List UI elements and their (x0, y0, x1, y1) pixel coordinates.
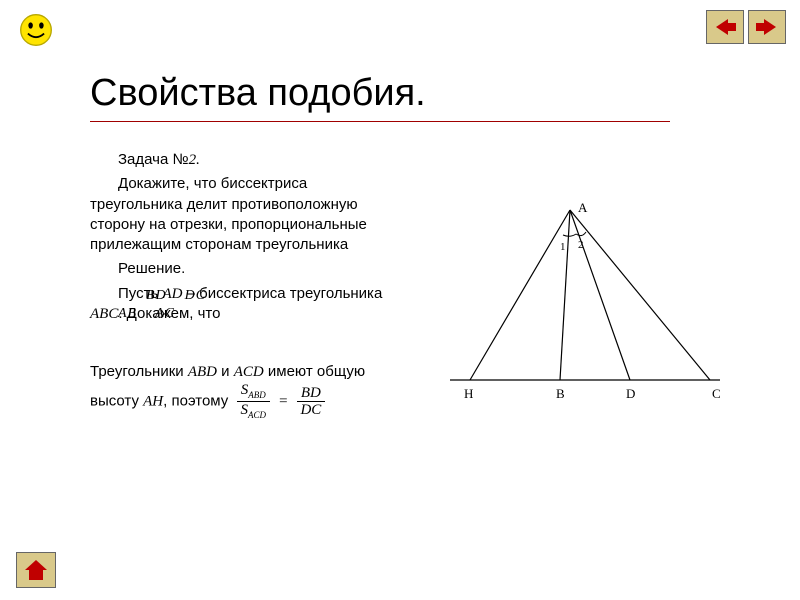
angle-1-label: 1 (560, 241, 566, 253)
title-underline (90, 121, 670, 122)
prev-button[interactable] (706, 10, 744, 44)
arrow-right-icon (756, 17, 778, 37)
bd-dc-fraction: BD DC (296, 385, 325, 419)
home-button[interactable] (16, 552, 56, 588)
point-D-label: D (626, 386, 635, 401)
s-fraction: SABD SACD (236, 382, 270, 421)
solution-line-overlap: Пусть AD – биссектриса треугольника ABC.… (90, 284, 390, 325)
arrow-left-icon (714, 17, 736, 37)
solution-label: Решение. (90, 259, 390, 279)
angle-2-label: 2 (578, 239, 584, 251)
overlap-formula: BD DCAB AC (118, 287, 206, 325)
point-C-label: C (712, 386, 721, 401)
smiley-icon (18, 12, 54, 48)
next-button[interactable] (748, 10, 786, 44)
point-B-label: B (556, 386, 565, 401)
equals-sign: = (278, 394, 288, 410)
nav-buttons (706, 10, 786, 44)
point-H-label: H (464, 386, 473, 401)
problem-label: Задача №2. (90, 150, 390, 170)
point-A-label: A (578, 200, 588, 215)
home-icon (23, 558, 49, 582)
triangle-diagram: A H B D C 1 2 (430, 200, 730, 420)
page-title: Свойства подобия. (90, 72, 740, 115)
text-column: Задача №2. Докажите, что биссектриса тре… (90, 150, 390, 421)
conclusion-line: Треугольники ABD и ACD имеют общую высот… (90, 362, 390, 421)
problem-label-text: Задача № (118, 151, 189, 168)
problem-text: Докажите, что биссектриса треугольника д… (90, 174, 390, 255)
problem-number: 2. (189, 152, 200, 168)
